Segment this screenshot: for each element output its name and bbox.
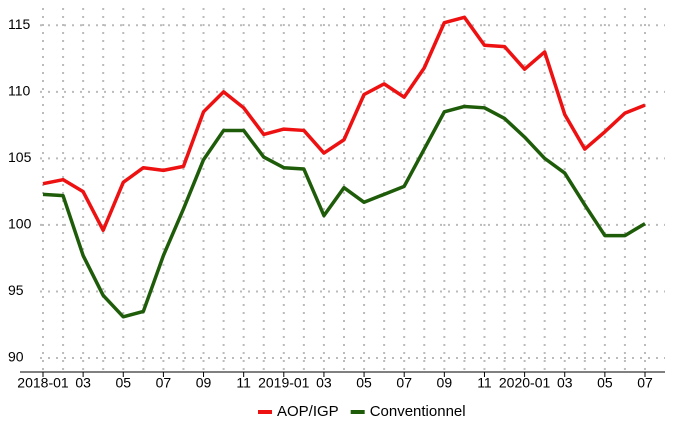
legend-label: AOP/IGP xyxy=(277,403,339,420)
legend: AOP/IGP Conventionnel xyxy=(258,403,466,420)
x-tick-label: 2020-01 xyxy=(499,375,551,391)
x-tick-label: 07 xyxy=(156,375,172,391)
x-tick-label: 2018-01 xyxy=(17,375,69,391)
y-tick-label: 100 xyxy=(8,216,32,232)
series-line xyxy=(42,104,646,319)
series-line xyxy=(42,15,646,233)
y-tick-label: 105 xyxy=(8,149,32,165)
y-tick-label: 110 xyxy=(8,83,31,99)
x-tick-label: 05 xyxy=(115,375,131,391)
x-tick-label: 03 xyxy=(75,375,91,391)
x-tick-label: 11 xyxy=(236,375,251,391)
x-tick-label: 03 xyxy=(316,375,332,391)
y-tick-label: 115 xyxy=(8,16,31,32)
x-tick-label: 07 xyxy=(637,375,653,391)
x-tick-label: 09 xyxy=(437,375,453,391)
x-tick-label: 07 xyxy=(396,375,412,391)
y-tick-label: 95 xyxy=(8,282,24,298)
y-tick-label: 90 xyxy=(8,349,24,365)
x-tick-label: 2019-01 xyxy=(258,375,310,391)
legend-label: Conventionnel xyxy=(370,403,466,420)
x-tick-label: 09 xyxy=(196,375,212,391)
x-tick-label: 05 xyxy=(356,375,372,391)
x-tick-label: 11 xyxy=(477,375,492,391)
x-tick-label: 03 xyxy=(557,375,573,391)
x-tick-label: 05 xyxy=(597,375,613,391)
